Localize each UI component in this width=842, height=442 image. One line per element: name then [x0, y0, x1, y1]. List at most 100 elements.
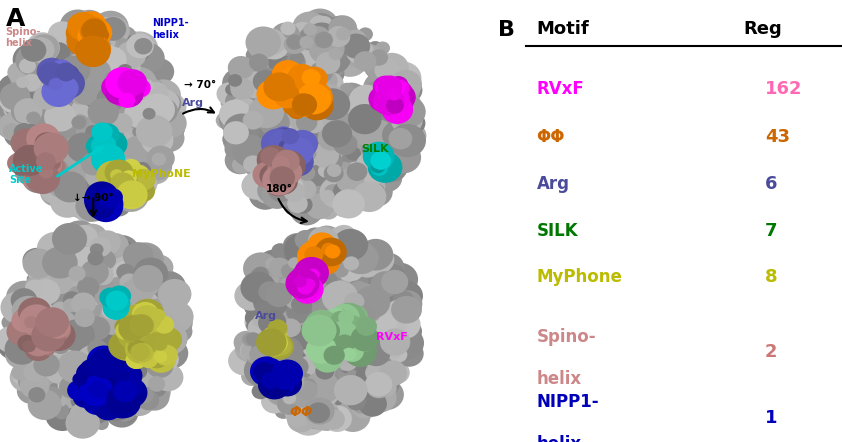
Circle shape	[78, 34, 109, 61]
Circle shape	[168, 321, 193, 342]
Circle shape	[260, 267, 274, 280]
Circle shape	[109, 78, 128, 96]
Circle shape	[110, 151, 136, 175]
Circle shape	[376, 348, 393, 363]
Circle shape	[19, 316, 32, 328]
Circle shape	[324, 352, 347, 373]
Circle shape	[73, 310, 98, 332]
Circle shape	[346, 362, 360, 374]
Circle shape	[370, 160, 388, 176]
Circle shape	[79, 376, 114, 406]
Circle shape	[354, 118, 375, 137]
Circle shape	[393, 90, 411, 107]
Circle shape	[88, 248, 120, 277]
Circle shape	[366, 376, 392, 398]
Circle shape	[253, 152, 288, 184]
Circle shape	[259, 90, 288, 116]
Text: SILK: SILK	[361, 145, 388, 155]
Circle shape	[351, 339, 384, 368]
Circle shape	[20, 82, 40, 99]
Circle shape	[337, 101, 363, 125]
Circle shape	[262, 181, 292, 209]
Circle shape	[99, 23, 125, 46]
Circle shape	[370, 184, 385, 196]
Circle shape	[67, 25, 101, 56]
Circle shape	[263, 334, 275, 346]
Circle shape	[332, 173, 360, 198]
Circle shape	[154, 312, 179, 335]
Circle shape	[288, 103, 305, 119]
Circle shape	[263, 66, 296, 95]
Circle shape	[309, 317, 337, 343]
Circle shape	[256, 35, 293, 69]
Circle shape	[279, 117, 310, 145]
Circle shape	[377, 312, 403, 335]
Circle shape	[19, 58, 36, 73]
Circle shape	[253, 267, 269, 282]
Circle shape	[346, 27, 360, 39]
Circle shape	[12, 368, 31, 385]
Circle shape	[310, 390, 328, 406]
Circle shape	[16, 135, 44, 160]
Circle shape	[109, 357, 124, 370]
Circle shape	[67, 374, 87, 392]
Circle shape	[84, 282, 120, 313]
Circle shape	[77, 26, 102, 47]
Circle shape	[273, 366, 299, 390]
Circle shape	[302, 389, 324, 409]
Circle shape	[63, 62, 84, 81]
Circle shape	[34, 355, 57, 376]
Circle shape	[230, 78, 254, 99]
Circle shape	[147, 376, 165, 392]
Circle shape	[312, 35, 346, 66]
Circle shape	[308, 83, 328, 100]
Circle shape	[137, 86, 156, 103]
Circle shape	[13, 306, 45, 335]
Circle shape	[317, 310, 347, 337]
Circle shape	[261, 279, 293, 308]
Circle shape	[81, 81, 112, 110]
Circle shape	[13, 44, 47, 75]
Circle shape	[82, 378, 103, 396]
Circle shape	[379, 346, 400, 365]
Circle shape	[319, 141, 354, 172]
Circle shape	[309, 32, 344, 65]
Circle shape	[355, 102, 372, 117]
Circle shape	[287, 158, 302, 172]
Circle shape	[131, 326, 145, 338]
Circle shape	[250, 356, 284, 387]
Circle shape	[153, 338, 168, 351]
Circle shape	[7, 153, 29, 173]
Circle shape	[89, 88, 115, 110]
Circle shape	[343, 266, 373, 293]
Circle shape	[30, 65, 43, 77]
Circle shape	[269, 166, 295, 189]
Circle shape	[311, 69, 338, 93]
Circle shape	[338, 358, 370, 387]
Circle shape	[299, 129, 314, 142]
Circle shape	[115, 317, 136, 336]
Circle shape	[340, 318, 367, 343]
Circle shape	[147, 355, 162, 368]
Circle shape	[330, 305, 348, 321]
Circle shape	[280, 362, 317, 395]
Circle shape	[389, 310, 421, 339]
Circle shape	[122, 136, 156, 166]
Circle shape	[279, 265, 314, 297]
Text: A: A	[6, 7, 25, 30]
Circle shape	[388, 89, 410, 108]
Circle shape	[91, 127, 113, 147]
Circle shape	[317, 92, 349, 120]
Circle shape	[363, 280, 382, 297]
Circle shape	[99, 47, 126, 72]
Circle shape	[284, 55, 300, 69]
Circle shape	[366, 41, 384, 57]
Circle shape	[219, 103, 256, 136]
Circle shape	[66, 408, 100, 438]
Circle shape	[116, 35, 142, 59]
Circle shape	[10, 363, 41, 392]
Circle shape	[55, 404, 69, 417]
Circle shape	[331, 278, 365, 309]
Circle shape	[157, 279, 191, 309]
Circle shape	[342, 372, 373, 399]
